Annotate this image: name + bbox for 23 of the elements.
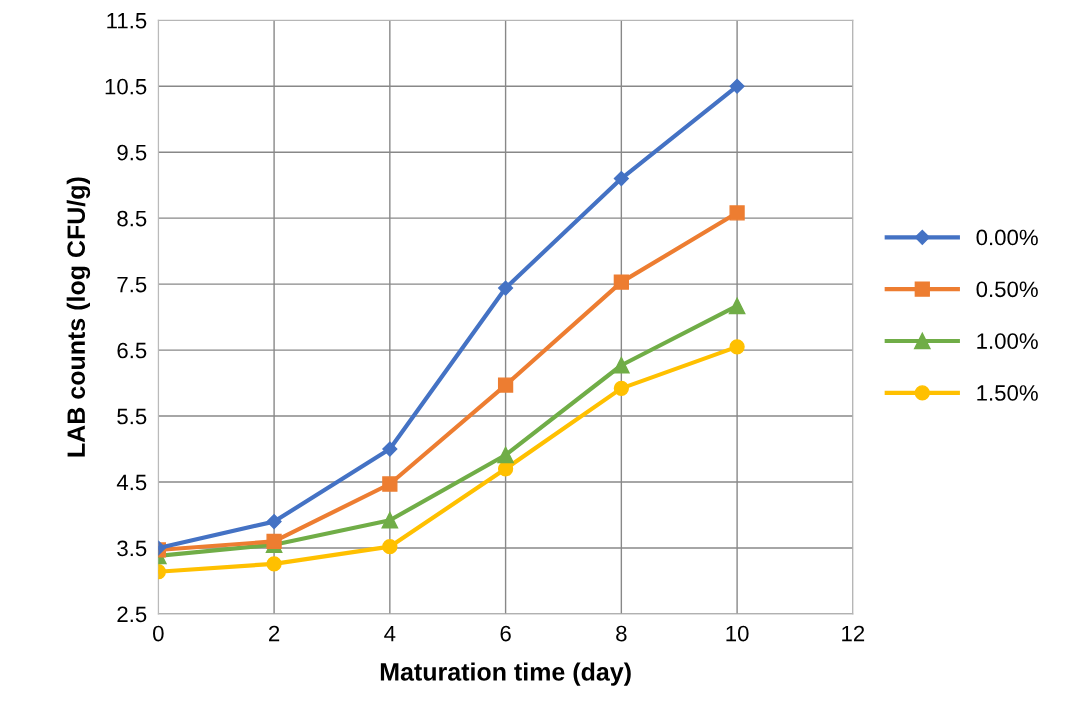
- y-tick-label: 6.5: [117, 342, 147, 359]
- legend-label: 1.00%: [977, 333, 1038, 349]
- legend-label: 0.50%: [976, 281, 1038, 298]
- y-tick-label: 9.5: [117, 144, 147, 161]
- y-tick-label: 11.5: [107, 13, 147, 29]
- x-tick-label: 4: [384, 625, 396, 642]
- x-tick-label: 6: [500, 625, 511, 642]
- x-tick-label: 2: [269, 625, 280, 642]
- legend-label: 1.50%: [977, 385, 1038, 401]
- y-tick-label: 8.5: [117, 210, 147, 227]
- x-tick-label: 8: [616, 625, 627, 642]
- y-tick-label: 5.5: [117, 408, 147, 425]
- x-tick-label: 0: [153, 625, 164, 642]
- x-axis-title: Maturation time (day): [380, 662, 631, 686]
- y-tick-label: 7.5: [117, 276, 147, 293]
- y-tick-label: 10.5: [105, 78, 147, 95]
- y-tick-label: 4.5: [116, 474, 147, 491]
- y-tick-label: 3.5: [117, 540, 147, 557]
- x-tick-label: 12: [842, 625, 865, 642]
- y-tick-label: 2.5: [117, 606, 147, 623]
- legend-label: 0.00%: [976, 229, 1038, 246]
- x-tick-label: 10: [726, 625, 749, 642]
- y-axis-title: LAB counts (log CFU/g): [66, 177, 91, 457]
